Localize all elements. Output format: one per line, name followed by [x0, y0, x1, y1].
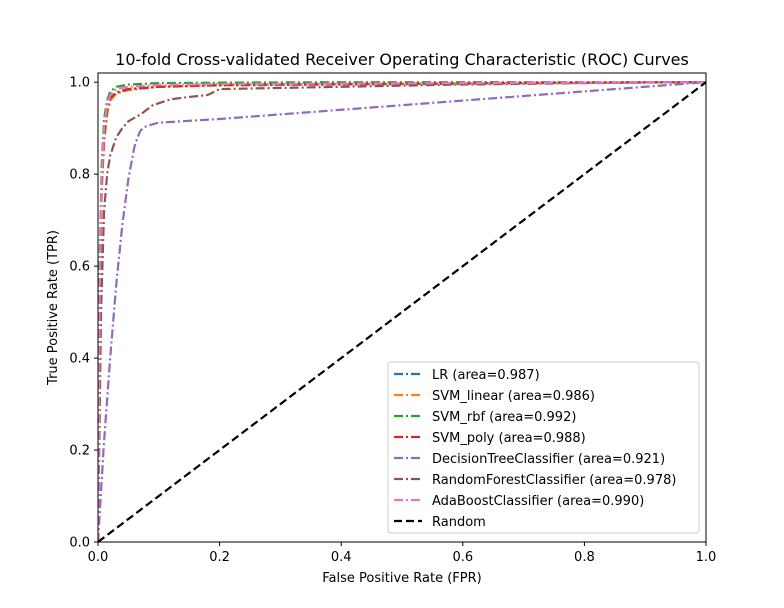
- y-tick-label-5: 1.0: [69, 76, 90, 91]
- plot-frame: [97, 72, 707, 543]
- x-tick-label-1: 0.2: [209, 550, 230, 565]
- series-line-6: [98, 81, 706, 542]
- y-tick-label-4: 0.8: [69, 168, 90, 183]
- legend-label-4: DecisionTreeClassifier (area=0.921): [432, 452, 665, 467]
- series-line-7: [98, 81, 706, 542]
- legend-label-6: AdaBoostClassifier (area=0.990): [432, 494, 644, 509]
- y-axis-label: True Positive Rate (TPR): [46, 230, 61, 386]
- legend-label-0: LR (area=0.987): [432, 368, 540, 383]
- series-line-4: [98, 81, 706, 542]
- y-tick-label-3: 0.6: [69, 260, 90, 275]
- y-tick-label-2: 0.4: [69, 352, 90, 367]
- ticks-layer: 0.0 0.2 0.4 0.6 0.8 1.0 0.0 0.2 0.4 0.6 0.8 1.0: [69, 76, 716, 565]
- x-tick-label-4: 0.8: [574, 550, 595, 565]
- legend-label-2: SVM_rbf (area=0.992): [432, 410, 576, 425]
- series-layer: [98, 81, 706, 542]
- x-tick-label-5: 1.0: [696, 550, 717, 565]
- legend-label-5: RandomForestClassifier (area=0.978): [432, 473, 676, 488]
- x-tick-label-3: 0.6: [452, 550, 473, 565]
- legend: LR (area=0.987) SVM_linear (area=0.986) SV…: [387, 361, 700, 534]
- legend-label-3: SVM_poly (area=0.988): [432, 431, 586, 446]
- y-tick-label-1: 0.2: [69, 444, 90, 459]
- legend-label-1: SVM_linear (area=0.986): [432, 389, 595, 404]
- x-tick-label-0: 0.0: [88, 550, 109, 565]
- legend-label-7: Random: [432, 515, 486, 530]
- y-tick-label-0: 0.0: [69, 536, 90, 551]
- legend-box: [387, 361, 700, 534]
- x-axis-label: False Positive Rate (FPR): [322, 571, 481, 586]
- series-line-0: [98, 81, 706, 542]
- chart-title: 10-fold Cross-validated Receiver Operati…: [115, 50, 689, 69]
- series-line-5: [98, 81, 706, 542]
- x-tick-label-2: 0.4: [331, 550, 352, 565]
